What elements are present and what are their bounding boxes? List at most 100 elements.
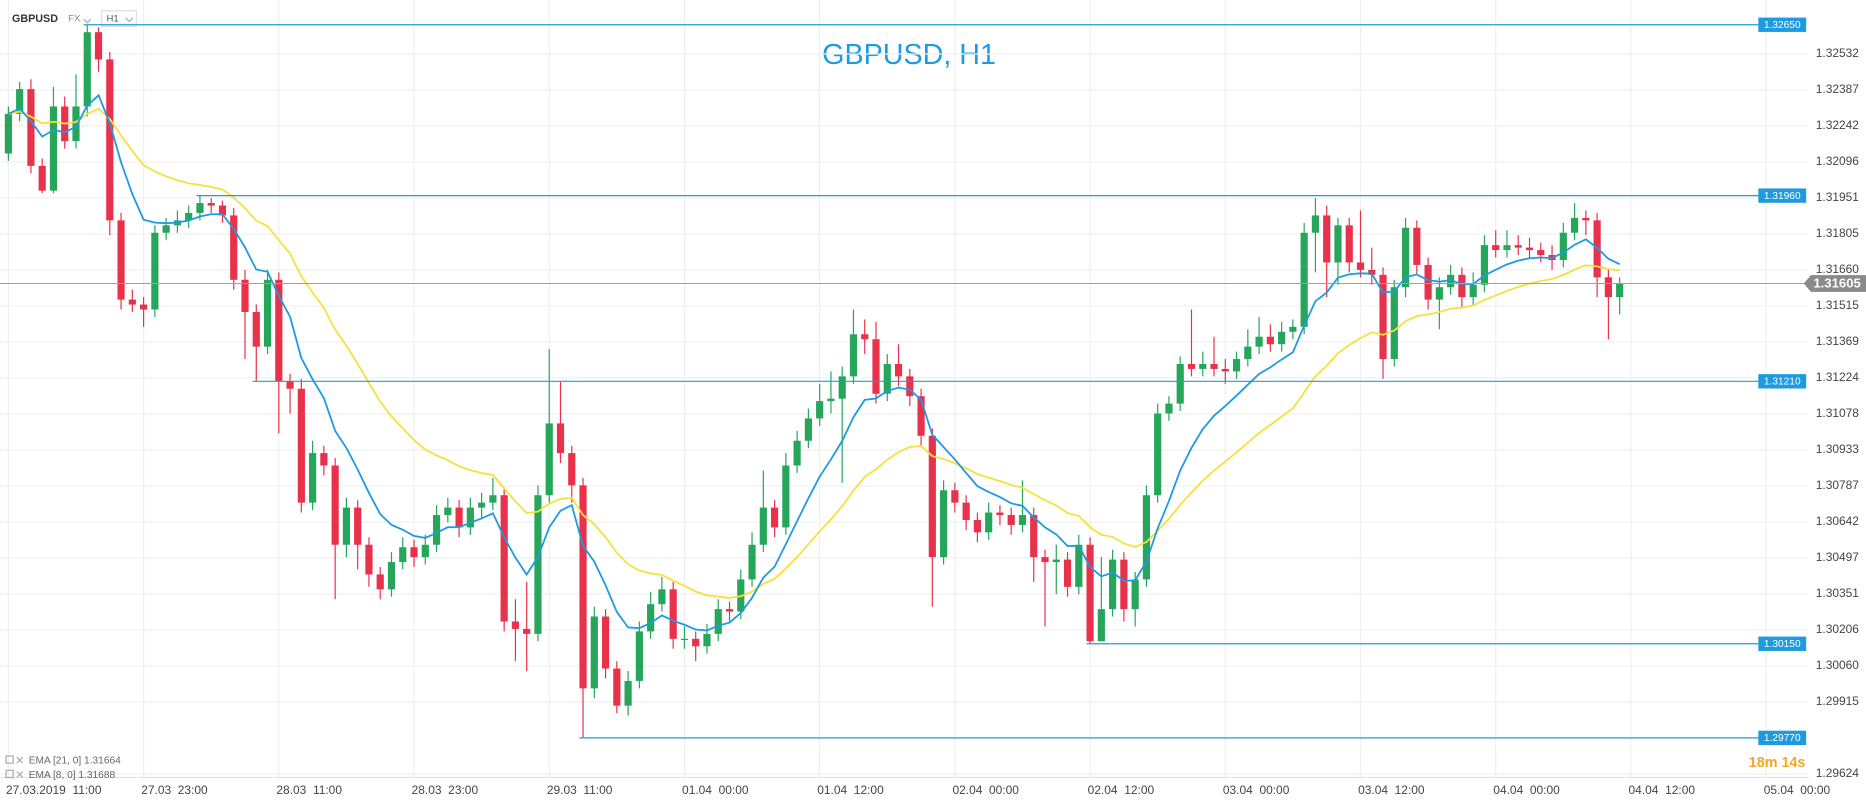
candle-body — [1582, 217, 1590, 221]
candle-body — [1018, 515, 1027, 525]
candle-body — [1390, 287, 1398, 360]
candle-body — [579, 485, 587, 689]
candle-body — [27, 89, 35, 166]
last-price-label: 1.31605 — [1813, 276, 1861, 291]
candle-body — [1097, 609, 1105, 642]
x-tick-label: 02.04 12:00 — [1088, 783, 1155, 797]
y-tick-label: 1.31515 — [1816, 298, 1860, 312]
chart-title: GBPUSD, H1 — [822, 39, 996, 71]
candle-body — [16, 89, 24, 114]
candle-body — [1525, 247, 1534, 251]
candle-body — [545, 423, 553, 496]
candle-body — [1176, 363, 1184, 404]
interval[interactable]: H1 — [106, 14, 118, 25]
y-tick-label: 1.31805 — [1816, 226, 1860, 240]
y-tick-label: 1.31369 — [1816, 334, 1860, 348]
candle-body — [128, 299, 136, 305]
candle-body — [49, 106, 58, 191]
candle-body — [1345, 225, 1353, 263]
candle-body — [1559, 232, 1567, 260]
indicator-remove[interactable] — [16, 771, 24, 778]
candle-body — [985, 512, 993, 533]
candle-body — [309, 453, 317, 503]
candle-body — [804, 418, 812, 441]
candle-body — [1514, 245, 1522, 248]
candle-body — [207, 203, 215, 206]
indicator-value: 1.31664 — [84, 755, 121, 766]
candle-body — [354, 507, 362, 545]
candle-body — [252, 311, 260, 347]
plot — [4, 24, 1624, 738]
y-tick-label: 1.30060 — [1816, 658, 1860, 672]
candle-body — [1187, 363, 1196, 369]
y-tick-label: 1.30497 — [1816, 550, 1860, 564]
candle-body — [1480, 245, 1489, 285]
candle-body — [1469, 284, 1477, 298]
indicator-icon — [5, 769, 14, 779]
indicator-name: EMA [8, 0] — [29, 770, 76, 781]
indicator-legend: EMA [21, 0] 1.31664 — [29, 755, 121, 766]
x-tick-label: 03.04 00:00 — [1223, 783, 1290, 797]
x-tick-label: 29.03 11:00 — [547, 783, 613, 797]
candle-body — [1379, 274, 1387, 360]
candle-body — [816, 401, 824, 419]
candle-body — [1154, 413, 1162, 496]
candle-body — [951, 490, 959, 503]
candle-body — [849, 334, 858, 377]
indicator-remove[interactable] — [16, 756, 24, 764]
x-tick-label: 03.04 12:00 — [1358, 783, 1425, 797]
candle-body — [1368, 269, 1376, 275]
market[interactable]: FX — [68, 14, 81, 25]
level-box — [1758, 636, 1807, 651]
candle-body — [883, 363, 891, 394]
y-tick-label: 1.30933 — [1816, 442, 1860, 456]
candle-body — [511, 621, 520, 629]
candle-body — [1063, 559, 1072, 587]
candle-body — [725, 609, 734, 612]
candle-body — [342, 507, 351, 545]
candle-body — [624, 680, 632, 706]
dropdown-icon — [125, 17, 134, 23]
level-box — [1758, 17, 1807, 32]
indicator-icon — [5, 755, 14, 764]
candle-body — [1413, 227, 1421, 265]
candle-body — [556, 423, 565, 454]
candle-body — [1278, 331, 1286, 345]
candle-body — [151, 232, 159, 310]
candle-body — [1537, 250, 1545, 256]
candle-body — [230, 215, 238, 280]
candle-body — [421, 544, 429, 558]
candle-body — [658, 589, 666, 605]
candle-body — [1255, 336, 1263, 347]
candle-body — [286, 381, 294, 389]
candle-body — [906, 376, 914, 397]
candle-body — [1289, 326, 1297, 332]
y-tick-label: 1.29915 — [1816, 694, 1860, 708]
candle-body — [72, 106, 80, 142]
candle-body — [387, 562, 396, 590]
candle-body — [432, 515, 441, 545]
candle-body — [1604, 277, 1612, 298]
candle-body — [1030, 515, 1038, 558]
candle-body — [500, 495, 508, 622]
candle-body — [1052, 559, 1060, 563]
candle-body — [1199, 363, 1207, 369]
candle-body — [669, 589, 677, 639]
level-box — [1758, 374, 1807, 389]
candle-body — [861, 334, 869, 340]
candle-body — [1435, 287, 1443, 300]
candle-body — [106, 59, 114, 221]
candle-body — [331, 465, 339, 545]
candle-body — [770, 507, 779, 528]
indicator-name: EMA [21, 0] — [29, 755, 82, 766]
interval-box[interactable] — [101, 10, 137, 27]
candle-body — [4, 113, 12, 154]
candle-body — [692, 638, 700, 647]
candle-body — [1401, 227, 1410, 288]
candle-body — [162, 225, 170, 233]
candle-body — [1323, 215, 1331, 263]
candle-body — [523, 628, 531, 634]
candle-body — [1311, 215, 1320, 233]
